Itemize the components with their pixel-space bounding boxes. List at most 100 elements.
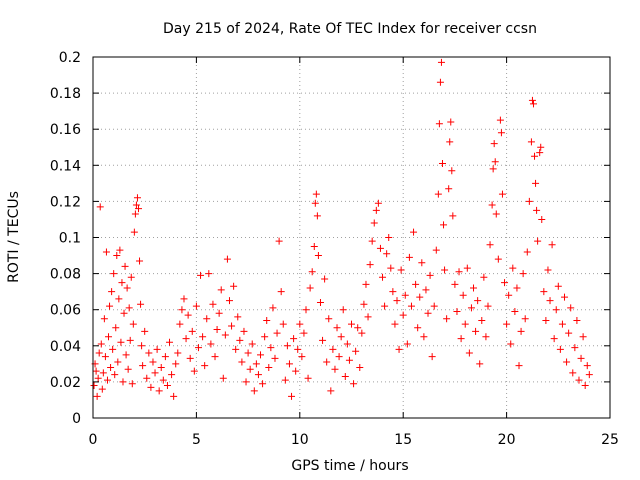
data-point [579, 333, 587, 341]
data-point [405, 253, 413, 261]
data-point [124, 365, 132, 373]
data-point [176, 320, 184, 328]
data-point [95, 349, 103, 357]
x-axis-label: GPS time / hours [291, 458, 408, 474]
data-point [537, 143, 545, 151]
data-point [538, 215, 546, 223]
data-point [476, 360, 484, 368]
data-point [436, 78, 444, 86]
data-point [521, 315, 529, 323]
data-point [207, 340, 215, 348]
data-point [194, 344, 202, 352]
data-point [329, 345, 337, 353]
data-point [389, 288, 397, 296]
data-point [116, 246, 124, 254]
data-point [300, 329, 308, 337]
data-point [569, 369, 577, 377]
data-point [577, 354, 585, 362]
data-point [356, 363, 364, 371]
data-point [470, 284, 478, 292]
data-point [391, 320, 399, 328]
y-tick-label: 0 [72, 411, 81, 427]
data-point [261, 333, 269, 341]
data-point [335, 353, 343, 361]
data-point [472, 327, 480, 335]
data-point [403, 340, 411, 348]
data-point [440, 221, 448, 229]
data-point [430, 302, 438, 310]
data-point [139, 362, 147, 370]
data-point [121, 262, 129, 270]
data-point [298, 353, 306, 361]
data-point [259, 380, 267, 388]
data-point [311, 199, 319, 207]
data-point [446, 138, 454, 146]
data-point [296, 320, 304, 328]
data-point [111, 371, 119, 379]
data-point [127, 273, 135, 281]
data-point [304, 374, 312, 382]
data-point [149, 358, 157, 366]
data-point [561, 293, 569, 301]
data-point [428, 353, 436, 361]
y-tick-label: 0.16 [50, 122, 81, 138]
data-point [519, 270, 527, 278]
data-point [372, 206, 380, 214]
data-point [205, 270, 213, 278]
data-point [556, 345, 564, 353]
data-point [333, 324, 341, 332]
x-tick-label: 15 [394, 432, 412, 448]
data-point [126, 336, 134, 344]
data-point [102, 248, 110, 256]
data-point [445, 185, 453, 193]
y-tick-label: 0.04 [50, 339, 81, 355]
data-point [399, 311, 407, 319]
roti-data-points [90, 58, 593, 400]
data-point [101, 353, 109, 361]
data-point [447, 118, 455, 126]
data-point [362, 280, 370, 288]
data-point [275, 237, 283, 245]
data-point [573, 317, 581, 325]
data-point [463, 264, 471, 272]
data-point [117, 338, 125, 346]
x-tick-label: 10 [291, 432, 309, 448]
data-point [248, 340, 256, 348]
data-point [288, 392, 296, 400]
data-point [533, 206, 541, 214]
data-point [106, 302, 114, 310]
data-point [281, 376, 289, 384]
x-tick-label: 0 [89, 432, 98, 448]
data-point [306, 284, 314, 292]
data-point [273, 329, 281, 337]
data-point [122, 351, 130, 359]
data-point [113, 252, 121, 260]
data-point [385, 234, 393, 241]
data-point [478, 317, 486, 325]
data-point [271, 354, 279, 362]
y-tick-label: 0.14 [50, 158, 81, 174]
data-point [395, 345, 403, 353]
data-point [438, 159, 446, 167]
data-point [250, 387, 258, 395]
data-point [182, 335, 190, 343]
data-point [265, 363, 273, 371]
data-point [374, 199, 382, 207]
data-point [131, 210, 139, 218]
data-point [225, 297, 233, 305]
grid-lines [93, 57, 610, 418]
data-point [267, 344, 275, 352]
y-axis-label: ROTI / TECUs [6, 191, 22, 283]
data-point [410, 228, 418, 236]
data-point [548, 241, 556, 249]
data-point [354, 324, 362, 332]
data-point [285, 360, 293, 368]
data-point [467, 304, 475, 312]
data-point [128, 380, 136, 388]
data-point [383, 250, 391, 258]
data-point [263, 317, 271, 325]
data-point [536, 149, 544, 157]
data-point [327, 387, 335, 395]
data-point [92, 367, 100, 375]
data-point [498, 190, 506, 198]
